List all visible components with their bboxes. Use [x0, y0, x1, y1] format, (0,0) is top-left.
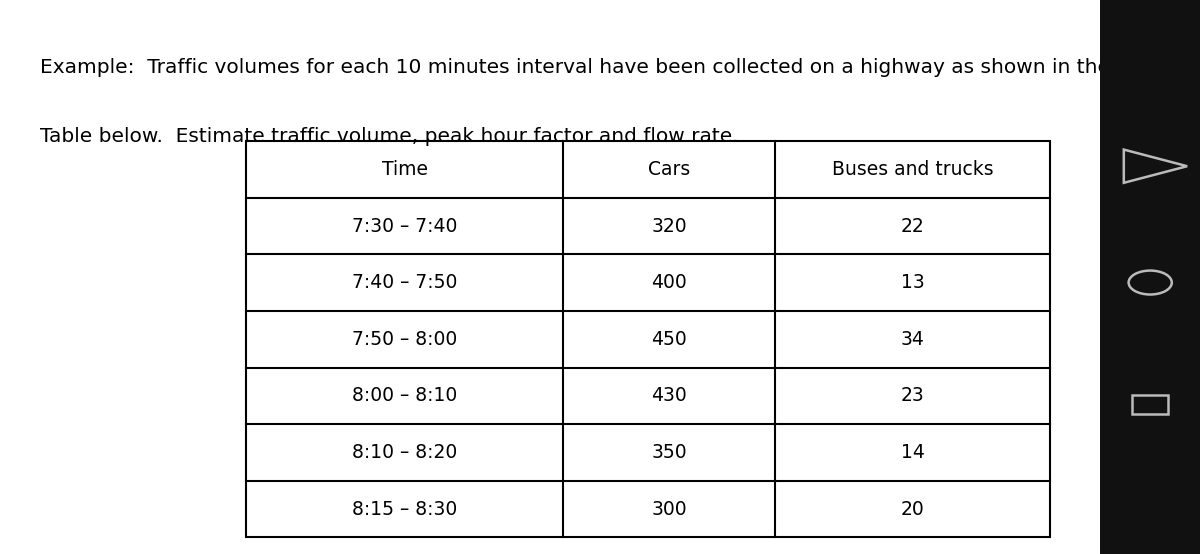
Text: 450: 450	[652, 330, 688, 349]
Bar	[246, 141, 1050, 537]
Text: 320: 320	[652, 217, 686, 235]
Text: 8:10 – 8:20: 8:10 – 8:20	[352, 443, 457, 462]
Text: 350: 350	[652, 443, 686, 462]
Text: Time: Time	[382, 160, 427, 179]
Text: 8:00 – 8:10: 8:00 – 8:10	[352, 386, 457, 406]
Text: 14: 14	[900, 443, 924, 462]
Text: 7:50 – 8:00: 7:50 – 8:00	[352, 330, 457, 349]
Bar	[1100, 0, 1200, 554]
Text: Buses and trucks: Buses and trucks	[832, 160, 994, 179]
Text: 430: 430	[652, 386, 688, 406]
Text: 400: 400	[652, 273, 688, 293]
Text: 22: 22	[900, 217, 924, 235]
Text: Example:  Traffic volumes for each 10 minutes interval have been collected on a : Example: Traffic volumes for each 10 min…	[40, 58, 1110, 77]
Text: 7:40 – 7:50: 7:40 – 7:50	[352, 273, 457, 293]
Text: 7:30 – 7:40: 7:30 – 7:40	[352, 217, 457, 235]
Bar	[1133, 394, 1169, 414]
Text: 300: 300	[652, 500, 686, 519]
Text: 34: 34	[900, 330, 924, 349]
Text: 13: 13	[900, 273, 924, 293]
Text: Cars: Cars	[648, 160, 690, 179]
Text: 23: 23	[900, 386, 924, 406]
Text: 8:15 – 8:30: 8:15 – 8:30	[352, 500, 457, 519]
Text: Table below.  Estimate traffic volume, peak hour factor and flow rate.: Table below. Estimate traffic volume, pe…	[40, 127, 738, 146]
Text: 20: 20	[900, 500, 924, 519]
